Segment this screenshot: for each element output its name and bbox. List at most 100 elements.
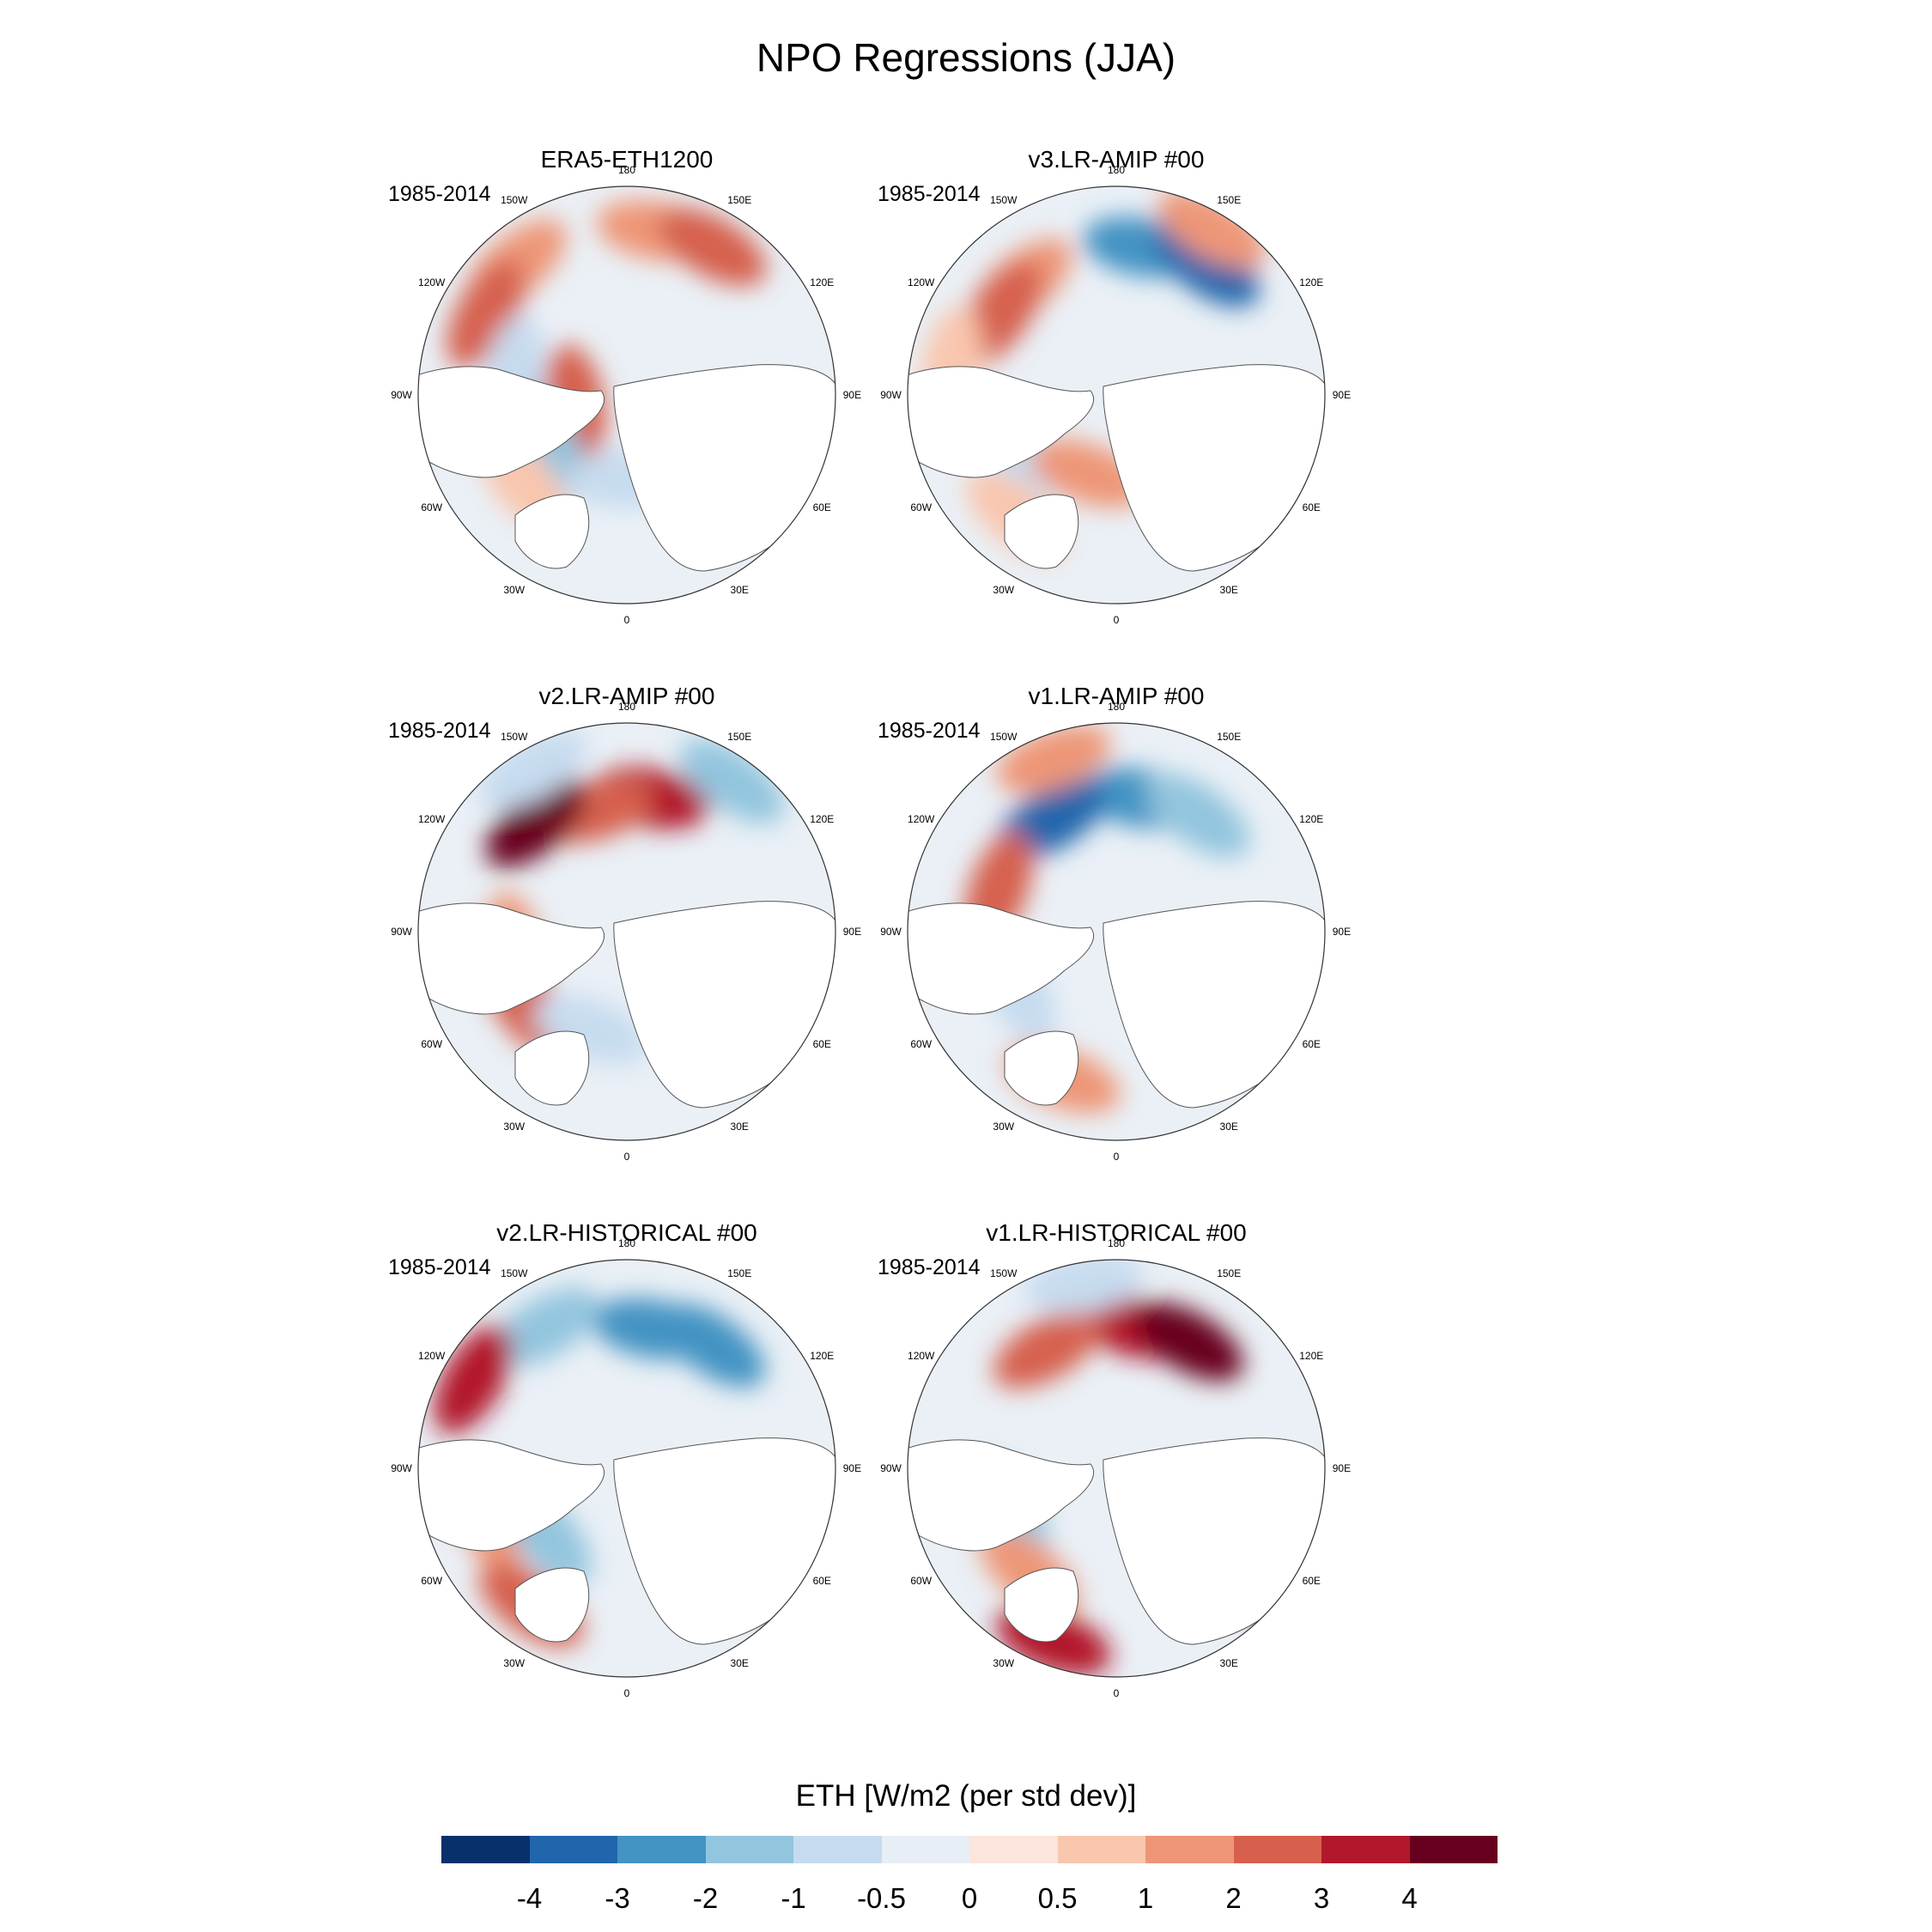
longitude-label: 90W <box>880 1462 902 1474</box>
longitude-label: 60E <box>812 1038 831 1051</box>
longitude-label: 60W <box>421 1575 443 1588</box>
longitude-label: 180 <box>1107 700 1126 713</box>
anomaly-blob <box>478 729 587 809</box>
longitude-label: 150W <box>990 1267 1018 1279</box>
anomaly-blob <box>485 778 586 868</box>
polar-map <box>417 185 836 605</box>
longitude-label: 30E <box>1219 584 1238 597</box>
longitude-label: 120W <box>908 812 935 825</box>
longitude-label: 60E <box>812 501 831 514</box>
colorbar <box>441 1836 1498 1863</box>
longitude-label: 30E <box>730 1121 749 1133</box>
map-panel: ERA5-ETH1200 1985-2014 0 30E 60E 90E 120E 150E 1… <box>369 146 902 627</box>
longitude-label: 120E <box>810 276 835 289</box>
panel-title: ERA5-ETH1200 <box>540 146 714 173</box>
colorbar-box <box>1409 1836 1498 1863</box>
longitude-label: 0 <box>1113 1151 1120 1163</box>
longitude-label: 30E <box>1219 1121 1238 1133</box>
longitude-label: 0 <box>1113 1687 1120 1700</box>
colorbar-box <box>881 1836 969 1863</box>
longitude-label: 30E <box>1219 1657 1238 1670</box>
anomaly-blob <box>447 259 526 368</box>
map-panel: v2.LR-AMIP #00 1985-2014 0 30E 60E 90E 120E 150… <box>369 683 902 1163</box>
longitude-label: 90E <box>842 926 862 938</box>
longitude-label: 0 <box>623 1151 630 1163</box>
panel-period: 1985-2014 <box>388 182 491 206</box>
longitude-label: 180 <box>1107 163 1126 176</box>
longitude-label: 150E <box>727 193 752 206</box>
colorbar-box <box>705 1836 793 1863</box>
longitude-label: 30W <box>993 1121 1015 1133</box>
land-mass <box>1004 1567 1079 1643</box>
longitude-label: 150W <box>501 1267 528 1279</box>
anomaly-blob <box>491 1288 600 1367</box>
longitude-label: 150E <box>727 730 752 743</box>
longitude-label: 30W <box>503 1121 526 1133</box>
longitude-label: 120W <box>418 812 446 825</box>
colorbar-tick-label: 2 <box>1225 1882 1242 1914</box>
longitude-label: 150E <box>1217 193 1242 206</box>
longitude-label: 60W <box>421 1038 443 1051</box>
polar-map <box>907 1259 1326 1678</box>
panel-title: v3.LR-AMIP #00 <box>1028 146 1205 173</box>
longitude-label: 0 <box>1113 614 1120 627</box>
panel-period: 1985-2014 <box>878 1255 981 1279</box>
panel-period: 1985-2014 <box>878 719 981 743</box>
colorbar-box <box>441 1836 530 1863</box>
panel-period: 1985-2014 <box>878 182 981 206</box>
map-boundary <box>417 1259 836 1678</box>
map-panel: v1.LR-AMIP #00 1985-2014 0 30E 60E 90E 120E 150… <box>859 683 1391 1163</box>
panel-title: v2.LR-AMIP #00 <box>538 683 715 709</box>
longitude-label: 60W <box>910 501 933 514</box>
anomaly-blob <box>1157 189 1267 269</box>
colorbar-box <box>529 1836 617 1863</box>
longitude-label: 120E <box>810 812 835 825</box>
colorbar-tick-label: -2 <box>692 1882 719 1914</box>
polar-map <box>417 722 836 1141</box>
longitude-label: 30E <box>730 1657 749 1670</box>
longitude-label: 60E <box>812 1575 831 1588</box>
longitude-label: 90W <box>880 389 902 401</box>
map-boundary <box>907 185 1326 605</box>
longitude-label: 120E <box>1299 1349 1324 1362</box>
colorbar-box <box>1233 1836 1321 1863</box>
map-boundary <box>417 722 836 1141</box>
anomaly-blob <box>1145 773 1250 858</box>
anomaly-blob <box>434 1325 513 1434</box>
map-boundary <box>907 722 1326 1141</box>
colorbar-tick-label: 1 <box>1137 1882 1154 1914</box>
polar-map <box>907 722 1326 1141</box>
map-panel: v3.LR-AMIP #00 1985-2014 0 30E 60E 90E 120E 150… <box>859 146 1391 627</box>
colorbar-box <box>1145 1836 1234 1863</box>
longitude-label: 90E <box>1332 926 1352 938</box>
colorbar-tick-label: -3 <box>605 1882 630 1914</box>
map-panel: v1.LR-HISTORICAL #00 1985-2014 0 30E 60E 90E 1… <box>859 1219 1391 1700</box>
colorbar-box <box>1057 1836 1145 1863</box>
longitude-label: 90W <box>880 926 902 938</box>
longitude-label: 60W <box>910 1038 933 1051</box>
colorbar-box <box>793 1836 882 1863</box>
polar-map <box>907 185 1326 605</box>
longitude-label: 30W <box>993 584 1015 597</box>
panel-title: v2.LR-HISTORICAL #00 <box>496 1219 757 1246</box>
land-mass <box>514 1567 590 1643</box>
longitude-label: 120E <box>810 1349 835 1362</box>
longitude-label: 120E <box>1299 812 1324 825</box>
anomaly-blob <box>1135 1302 1244 1382</box>
anomaly-blob <box>680 738 785 823</box>
longitude-label: 150W <box>501 730 528 743</box>
panel-title: v1.LR-AMIP #00 <box>1028 683 1205 709</box>
colorbar-tick-label: -0.5 <box>857 1882 906 1914</box>
longitude-label: 60E <box>1302 501 1321 514</box>
longitude-label: 60E <box>1302 1575 1321 1588</box>
longitude-label: 30W <box>503 1657 526 1670</box>
longitude-label: 90W <box>391 1462 412 1474</box>
longitude-label: 90W <box>391 926 412 938</box>
longitude-label: 150W <box>990 193 1018 206</box>
colorbar-title: ETH [W/m2 (per std dev)] <box>795 1779 1137 1813</box>
longitude-label: 90W <box>391 389 412 401</box>
colorbar-box <box>1321 1836 1410 1863</box>
longitude-label: 150E <box>727 1267 752 1279</box>
longitude-label: 180 <box>617 700 636 713</box>
longitude-label: 90E <box>842 389 862 401</box>
